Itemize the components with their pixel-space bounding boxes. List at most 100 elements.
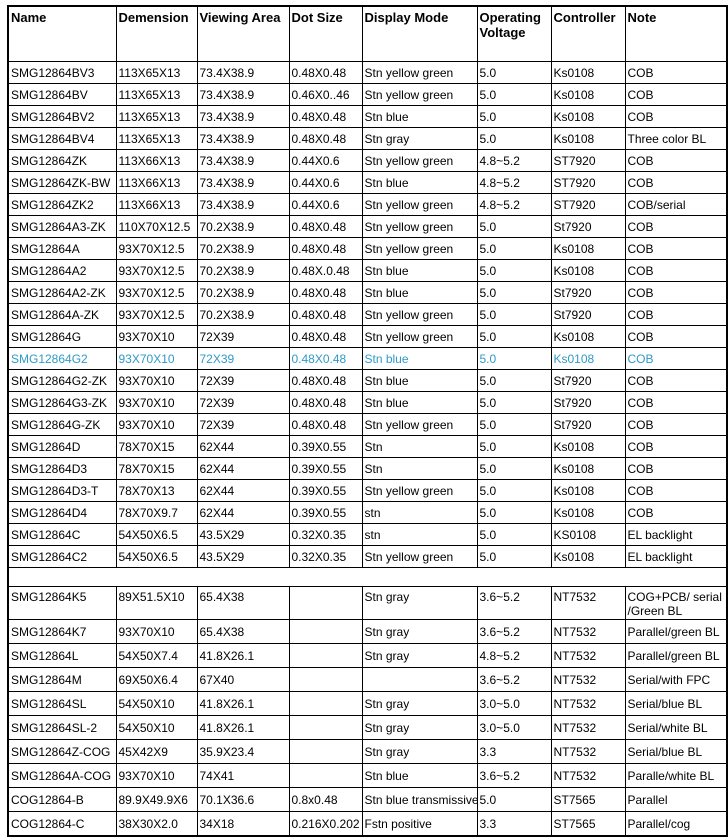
cell-viewing_area: 62X44	[196, 457, 290, 480]
cell-viewing_area: 73.4X38.9	[196, 83, 290, 106]
cell-name: SMG12864G2-ZK	[7, 369, 117, 392]
cell-dot_size	[288, 643, 363, 668]
cell-controller: ST7920	[550, 149, 626, 172]
cell-controller: St7920	[550, 369, 626, 392]
lcd-module-spec-table: Name Demension Viewing Area Dot Size Display…	[7, 5, 728, 837]
cell-dot_size	[288, 667, 363, 692]
cell-controller: Ks0108	[550, 435, 626, 458]
cell-note[interactable]: COB	[624, 347, 728, 370]
cell-dot_size[interactable]: 0.48X0.48	[288, 347, 363, 370]
cell-dot_size	[288, 739, 363, 764]
cell-viewing_area[interactable]: 72X39	[196, 347, 290, 370]
cell-note: Parallel/green BL	[624, 643, 728, 668]
cell-dimension: 78X70X13	[115, 479, 198, 502]
cell-display_mode[interactable]: Stn blue	[361, 347, 478, 370]
cell-viewing_area: 70.2X38.9	[196, 215, 290, 238]
cell-operating_voltage: 5.0	[476, 259, 552, 282]
cell-dimension: 89.9X49.9X6	[115, 787, 198, 812]
cell-note: COB	[624, 171, 728, 194]
cell-controller: ST7920	[550, 171, 626, 194]
cell-note: Serial/with FPC	[624, 667, 728, 692]
table-row: SMG12864BV3 113X65X13 73.4X38.9 0.48X0.48 St…	[7, 61, 728, 84]
cell-controller: Ks0108	[550, 237, 626, 260]
table-row: SMG12864G3-ZK 93X70X10 72X39 0.48X0.48 Stn b…	[7, 391, 728, 414]
cell-note: COB	[624, 479, 728, 502]
cell-name: SMG12864A2-ZK	[7, 281, 117, 304]
column-header-operating_voltage: Operating Voltage	[476, 5, 552, 62]
table-row: SMG12864BV2 113X65X13 73.4X38.9 0.48X0.48 St…	[7, 105, 728, 128]
cell-note: COB	[624, 259, 728, 282]
cell-name: SMG12864BV	[7, 83, 117, 106]
cell-operating_voltage[interactable]: 5.0	[476, 347, 552, 370]
cell-operating_voltage: 3.6~5.2	[476, 586, 552, 620]
cell-name: SMG12864A3-ZK	[7, 215, 117, 238]
cell-dot_size: 0.48X0.48	[288, 325, 363, 348]
cell-name: SMG12864M	[7, 667, 117, 692]
cell-dot_size: 0.32X0.35	[288, 545, 363, 568]
cell-viewing_area: 72X39	[196, 325, 290, 348]
cell-operating_voltage: 5.0	[476, 369, 552, 392]
cell-controller[interactable]: Ks0108	[550, 347, 626, 370]
cell-viewing_area: 73.4X38.9	[196, 193, 290, 216]
cell-dimension: 38X30X2.0	[115, 811, 198, 837]
cell-note: COB	[624, 281, 728, 304]
cell-operating_voltage: 5.0	[476, 457, 552, 480]
cell-viewing_area: 72X39	[196, 413, 290, 436]
cell-controller: NT7532	[550, 739, 626, 764]
cell-dot_size: 0.39X0.55	[288, 435, 363, 458]
cell-note: Paralle/white BL	[624, 763, 728, 788]
cell-name: SMG12864L	[7, 643, 117, 668]
cell-name: SMG12864SL-2	[7, 715, 117, 740]
table-row: SMG12864ZK2 113X66X13 73.4X38.9 0.44X0.6 Stn…	[7, 193, 728, 216]
cell-operating_voltage: 5.0	[476, 237, 552, 260]
cell-name: SMG12864BV3	[7, 61, 117, 84]
table-row-highlighted[interactable]: SMG12864G2 93X70X10 72X39 0.48X0.48 Stn blue…	[7, 347, 728, 370]
cell-display_mode: Stn blue	[361, 259, 478, 282]
cell-viewing_area: 35.9X23.4	[196, 739, 290, 764]
cell-note: Parallel	[624, 787, 728, 812]
table-row: SMG12864A 93X70X12.5 70.2X38.9 0.48X0.48 Stn…	[7, 237, 728, 260]
cell-name: COG12864-C	[7, 811, 117, 837]
cell-name: SMG12864SL	[7, 691, 117, 716]
cell-note: COB	[624, 149, 728, 172]
cell-operating_voltage: 5.0	[476, 215, 552, 238]
cell-note: COB	[624, 83, 728, 106]
cell-dimension: 78X70X9.7	[115, 501, 198, 524]
table-row: SMG12864G2-ZK 93X70X10 72X39 0.48X0.48 Stn b…	[7, 369, 728, 392]
cell-viewing_area: 74X41	[196, 763, 290, 788]
cell-viewing_area: 62X44	[196, 479, 290, 502]
cell-name: SMG12864G-ZK	[7, 413, 117, 436]
cell-note: COB	[624, 105, 728, 128]
cell-viewing_area: 41.8X26.1	[196, 643, 290, 668]
cell-display_mode: Stn yellow green	[361, 193, 478, 216]
cell-operating_voltage: 3.6~5.2	[476, 619, 552, 644]
cell-display_mode: stn	[361, 523, 478, 546]
lcd-spec-sheet: Name Demension Viewing Area Dot Size Display…	[7, 5, 728, 837]
table-row: SMG12864A2 93X70X12.5 70.2X38.9 0.48X.0.48 S…	[7, 259, 728, 282]
cell-controller: NT7532	[550, 619, 626, 644]
cell-display_mode: Stn gray	[361, 715, 478, 740]
cell-dimension: 78X70X15	[115, 457, 198, 480]
cell-name[interactable]: SMG12864G2	[7, 347, 117, 370]
cell-display_mode: Stn yellow green	[361, 479, 478, 502]
cell-viewing_area: 72X39	[196, 369, 290, 392]
cell-dimension: 113X65X13	[115, 105, 198, 128]
cell-dimension[interactable]: 93X70X10	[115, 347, 198, 370]
table-row: SMG12864D4 78X70X9.7 62X44 0.39X0.55 stn 5.0 K…	[7, 501, 728, 524]
cell-dot_size	[288, 763, 363, 788]
cell-controller: St7920	[550, 215, 626, 238]
cell-operating_voltage: 4.8~5.2	[476, 149, 552, 172]
cell-display_mode: Stn blue	[361, 369, 478, 392]
table-row: SMG12864D3-T 78X70X13 62X44 0.39X0.55 Stn ye…	[7, 479, 728, 502]
cell-operating_voltage: 3.6~5.2	[476, 763, 552, 788]
cell-dimension: 89X51.5X10	[115, 586, 198, 620]
cell-controller: Ks0108	[550, 83, 626, 106]
cell-dot_size: 0.48X.0.48	[288, 259, 363, 282]
column-header-viewing_area: Viewing Area	[196, 5, 290, 62]
cell-operating_voltage: 5.0	[476, 61, 552, 84]
cell-name: SMG12864D	[7, 435, 117, 458]
cell-display_mode: Stn blue	[361, 105, 478, 128]
cell-note: EL backlight	[624, 545, 728, 568]
cell-controller: NT7532	[550, 667, 626, 692]
cell-viewing_area: 73.4X38.9	[196, 171, 290, 194]
